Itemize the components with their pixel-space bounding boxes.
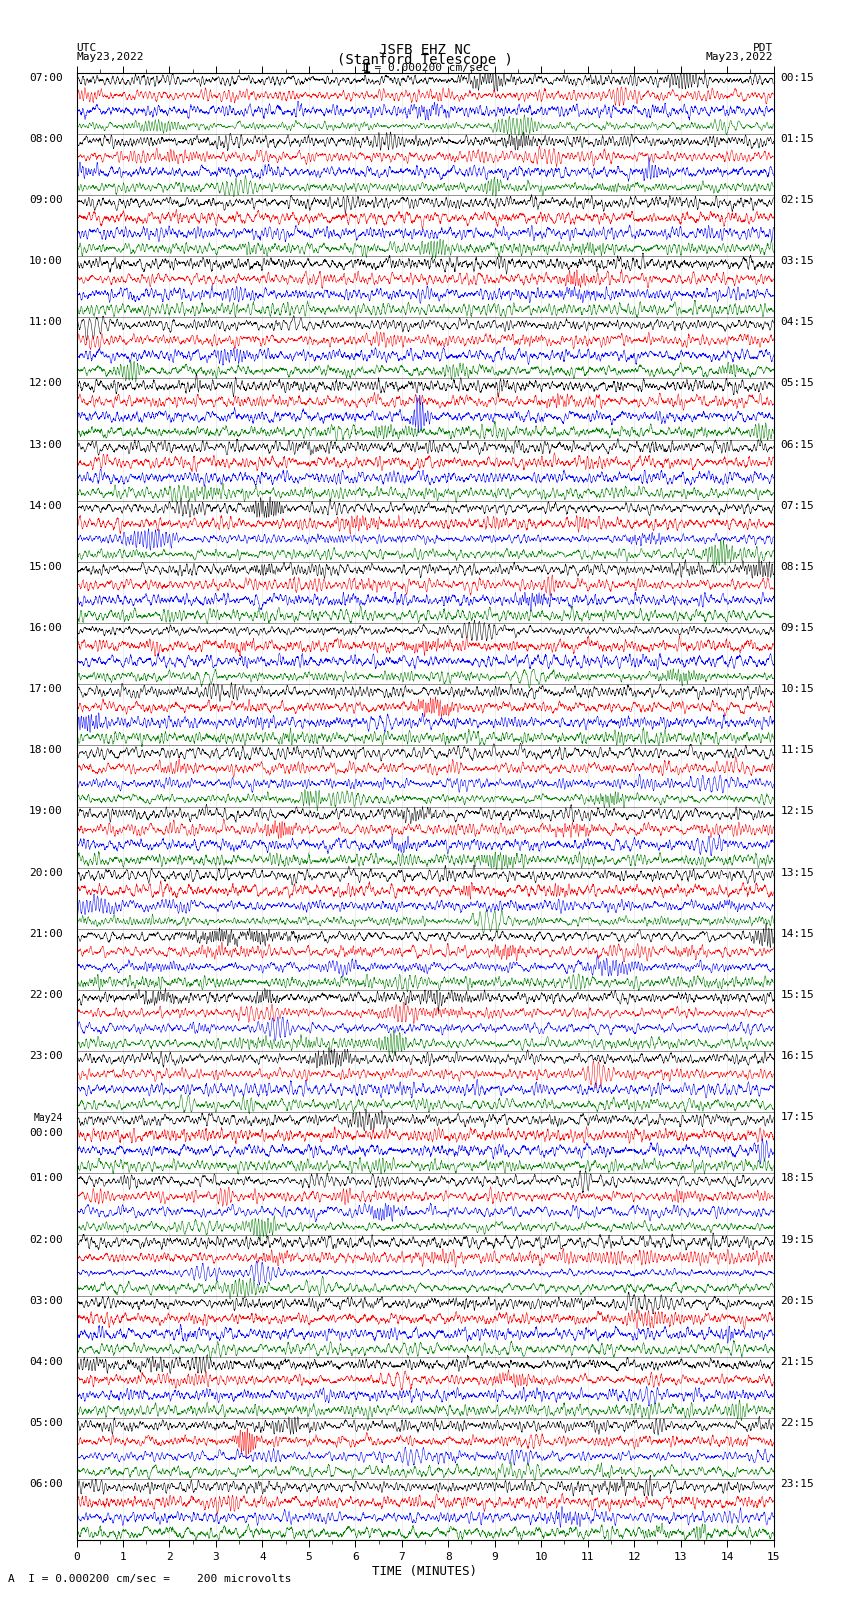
Text: 16:00: 16:00 <box>29 623 63 632</box>
Text: 05:00: 05:00 <box>29 1418 63 1428</box>
Text: 18:15: 18:15 <box>780 1174 814 1184</box>
Text: 22:00: 22:00 <box>29 990 63 1000</box>
X-axis label: TIME (MINUTES): TIME (MINUTES) <box>372 1565 478 1578</box>
Text: 13:00: 13:00 <box>29 440 63 450</box>
Text: May23,2022: May23,2022 <box>76 52 144 61</box>
Text: 07:00: 07:00 <box>29 73 63 82</box>
Text: 23:00: 23:00 <box>29 1052 63 1061</box>
Text: 21:15: 21:15 <box>780 1357 814 1366</box>
Text: 12:15: 12:15 <box>780 806 814 816</box>
Text: 20:15: 20:15 <box>780 1295 814 1307</box>
Text: I = 0.000200 cm/sec: I = 0.000200 cm/sec <box>361 63 489 73</box>
Text: 08:00: 08:00 <box>29 134 63 144</box>
Text: 13:15: 13:15 <box>780 868 814 877</box>
Text: 04:00: 04:00 <box>29 1357 63 1366</box>
Text: 22:15: 22:15 <box>780 1418 814 1428</box>
Text: 11:00: 11:00 <box>29 318 63 327</box>
Text: 03:00: 03:00 <box>29 1295 63 1307</box>
Text: 02:00: 02:00 <box>29 1234 63 1245</box>
Text: 01:15: 01:15 <box>780 134 814 144</box>
Text: UTC: UTC <box>76 44 97 53</box>
Text: 10:00: 10:00 <box>29 256 63 266</box>
Text: 19:15: 19:15 <box>780 1234 814 1245</box>
Text: May24: May24 <box>33 1113 63 1123</box>
Text: 19:00: 19:00 <box>29 806 63 816</box>
Text: 12:00: 12:00 <box>29 379 63 389</box>
Text: 18:00: 18:00 <box>29 745 63 755</box>
Text: 17:00: 17:00 <box>29 684 63 694</box>
Text: 20:00: 20:00 <box>29 868 63 877</box>
Text: 17:15: 17:15 <box>780 1113 814 1123</box>
Text: 14:00: 14:00 <box>29 500 63 511</box>
Text: 00:15: 00:15 <box>780 73 814 82</box>
Text: 07:15: 07:15 <box>780 500 814 511</box>
Text: PDT: PDT <box>753 44 774 53</box>
Text: JSFB EHZ NC: JSFB EHZ NC <box>379 44 471 56</box>
Text: 23:15: 23:15 <box>780 1479 814 1489</box>
Text: 06:15: 06:15 <box>780 440 814 450</box>
Text: 01:00: 01:00 <box>29 1174 63 1184</box>
Text: 14:15: 14:15 <box>780 929 814 939</box>
Text: 15:00: 15:00 <box>29 561 63 573</box>
Text: 05:15: 05:15 <box>780 379 814 389</box>
Text: (Stanford Telescope ): (Stanford Telescope ) <box>337 53 513 68</box>
Text: 16:15: 16:15 <box>780 1052 814 1061</box>
Text: 04:15: 04:15 <box>780 318 814 327</box>
Text: 09:00: 09:00 <box>29 195 63 205</box>
Text: 00:00: 00:00 <box>29 1127 63 1137</box>
Text: 03:15: 03:15 <box>780 256 814 266</box>
Text: 02:15: 02:15 <box>780 195 814 205</box>
Text: 06:00: 06:00 <box>29 1479 63 1489</box>
Text: 15:15: 15:15 <box>780 990 814 1000</box>
Text: I: I <box>363 63 371 76</box>
Text: A  I = 0.000200 cm/sec =    200 microvolts: A I = 0.000200 cm/sec = 200 microvolts <box>8 1574 292 1584</box>
Text: 10:15: 10:15 <box>780 684 814 694</box>
Text: 09:15: 09:15 <box>780 623 814 632</box>
Text: May23,2022: May23,2022 <box>706 52 774 61</box>
Text: 21:00: 21:00 <box>29 929 63 939</box>
Text: 08:15: 08:15 <box>780 561 814 573</box>
Text: 11:15: 11:15 <box>780 745 814 755</box>
